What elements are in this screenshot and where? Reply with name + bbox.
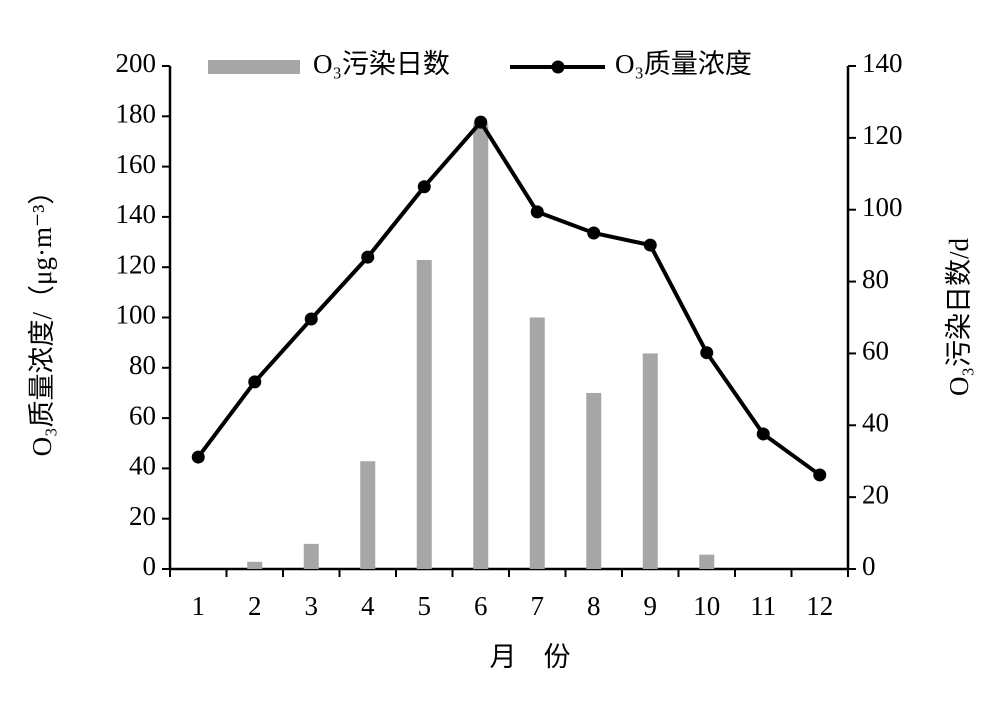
y-tick-label: 180 <box>116 99 157 129</box>
y-axis-label: O₃质量浓度/（μg·m⁻³） <box>27 178 57 457</box>
x-tick-label: 3 <box>305 591 319 621</box>
x-tick-label: 9 <box>644 591 658 621</box>
marker <box>587 226 601 240</box>
y2-tick-label: 0 <box>862 551 876 581</box>
legend-swatch <box>208 60 300 74</box>
x-tick-label: 6 <box>474 591 488 621</box>
marker <box>417 180 431 194</box>
x-tick-label: 5 <box>418 591 432 621</box>
marker <box>813 468 827 482</box>
y-tick-label: 80 <box>129 350 156 380</box>
x-tick-label: 4 <box>361 591 375 621</box>
legend-marker <box>551 60 565 74</box>
x-axis-label: 月 份 <box>490 642 571 672</box>
bar <box>586 392 602 569</box>
y-tick-label: 200 <box>116 48 157 78</box>
legend-label: O₃污染日数 <box>313 49 450 79</box>
y-tick-label: 40 <box>129 451 156 481</box>
bar <box>360 461 376 569</box>
x-tick-label: 2 <box>248 591 262 621</box>
marker <box>643 238 657 252</box>
x-tick-label: 8 <box>587 591 601 621</box>
bar <box>529 317 545 569</box>
bar <box>247 561 263 569</box>
x-tick-label: 7 <box>531 591 545 621</box>
marker <box>756 427 770 441</box>
marker <box>474 115 488 129</box>
marker <box>248 375 262 389</box>
y-tick-label: 100 <box>116 300 157 330</box>
y-tick-label: 140 <box>116 199 157 229</box>
bar <box>416 260 432 569</box>
y-tick-label: 120 <box>116 249 157 279</box>
x-tick-label: 12 <box>806 591 833 621</box>
marker <box>191 450 205 464</box>
marker <box>700 346 714 360</box>
y2-tick-label: 120 <box>862 120 903 150</box>
y-tick-label: 60 <box>129 400 156 430</box>
y2-tick-label: 140 <box>862 48 903 78</box>
x-tick-label: 11 <box>750 591 776 621</box>
y2-tick-label: 80 <box>862 264 889 294</box>
marker <box>361 250 375 264</box>
y2-tick-label: 60 <box>862 336 889 366</box>
y-tick-label: 160 <box>116 149 157 179</box>
bar <box>699 554 715 569</box>
y2-tick-label: 40 <box>862 407 889 437</box>
y-tick-label: 0 <box>143 551 157 581</box>
x-tick-label: 10 <box>693 591 720 621</box>
bar <box>303 543 319 569</box>
marker <box>304 312 318 326</box>
bar <box>473 123 489 569</box>
y2-tick-label: 100 <box>862 192 903 222</box>
legend-label: O₃质量浓度 <box>615 49 752 79</box>
bar <box>642 353 658 569</box>
y-tick-label: 20 <box>129 501 156 531</box>
marker <box>530 205 544 219</box>
y2-axis-label: O₃污染日数/d <box>944 238 974 396</box>
line <box>196 118 821 477</box>
x-tick-label: 1 <box>192 591 206 621</box>
y2-tick-label: 20 <box>862 479 889 509</box>
